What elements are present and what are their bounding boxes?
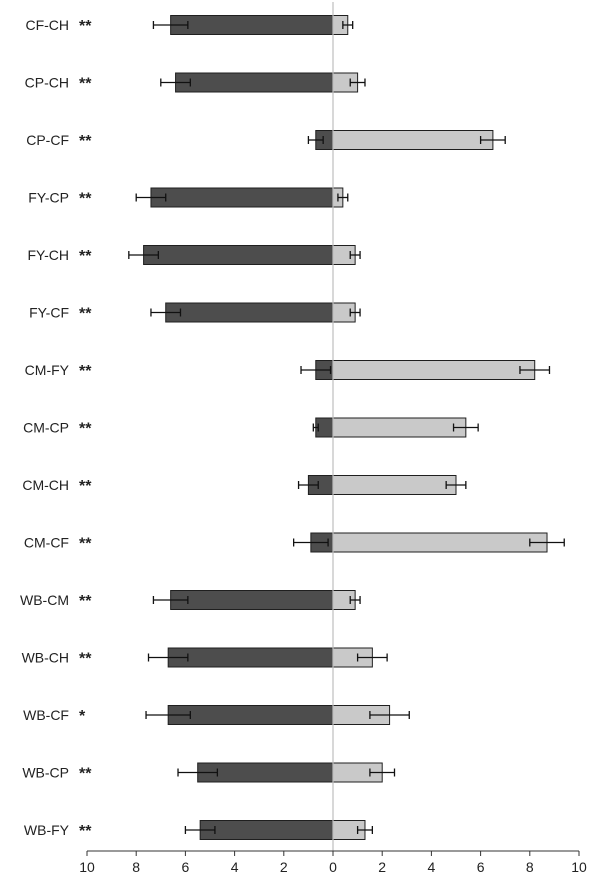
category-label: CP-CH: [25, 75, 69, 91]
category-label: CM-CP: [23, 420, 69, 436]
x-tick-label: 4: [231, 859, 239, 875]
bar-left: [175, 72, 334, 93]
category-label: CM-CF: [24, 535, 69, 551]
category-label: CM-FY: [25, 362, 70, 378]
bar-left: [170, 15, 334, 35]
x-tick-label: 2: [378, 859, 386, 875]
x-tick-label: 2: [280, 859, 288, 875]
significance-label: **: [79, 191, 92, 208]
significance-label: **: [79, 766, 92, 783]
bar-left: [143, 245, 334, 265]
bar-left: [170, 590, 334, 610]
category-label: FY-CF: [29, 305, 69, 321]
bar-right: [332, 532, 548, 553]
x-tick-label: 10: [571, 859, 587, 875]
significance-label: **: [79, 248, 92, 265]
x-tick-label: 8: [526, 859, 534, 875]
x-tick-label: 4: [428, 859, 436, 875]
labels-layer: CF-CH ** CP-CH ** CP-CF ** FY-CP ** FY-CH ** FY-CF…: [20, 17, 92, 840]
significance-label: **: [79, 651, 92, 668]
significance-label: **: [79, 363, 92, 380]
x-tick-label: 8: [132, 859, 140, 875]
bar-left: [165, 302, 334, 323]
x-tick-label: 10: [79, 859, 95, 875]
significance-label: **: [79, 823, 92, 840]
category-label: CP-CF: [26, 132, 69, 148]
bar-right: [332, 360, 536, 380]
significance-label: **: [79, 306, 92, 323]
category-label: FY-CP: [28, 190, 69, 206]
significance-label: **: [79, 478, 92, 495]
category-label: WB-CH: [22, 650, 69, 666]
significance-label: *: [79, 708, 86, 725]
category-label: CM-CH: [22, 477, 69, 493]
category-label: WB-CM: [20, 592, 69, 608]
bar-left: [150, 187, 334, 208]
bar-right: [332, 475, 457, 495]
bars-layer: [128, 15, 565, 840]
bar-right: [332, 417, 467, 438]
category-label: WB-FY: [24, 822, 70, 838]
bar-left: [199, 820, 334, 840]
significance-label: **: [79, 76, 92, 93]
x-tick-label: 6: [182, 859, 190, 875]
x-tick-label: 6: [477, 859, 485, 875]
category-label: FY-CH: [28, 247, 70, 263]
significance-label: **: [79, 536, 92, 553]
bar-left: [167, 705, 334, 725]
significance-label: **: [79, 18, 92, 35]
bar-right: [332, 130, 494, 150]
x-tick-label: 0: [329, 859, 337, 875]
category-label: CF-CH: [25, 17, 69, 33]
category-label: WB-CP: [22, 765, 69, 781]
axes-layer: 10 8 6 4 2 0 2 4 6 8 10: [79, 2, 587, 875]
significance-label: **: [79, 593, 92, 610]
significance-label: **: [79, 133, 92, 150]
category-label: WB-CF: [23, 707, 69, 723]
significance-label: **: [79, 421, 92, 438]
bar-left: [167, 647, 334, 668]
